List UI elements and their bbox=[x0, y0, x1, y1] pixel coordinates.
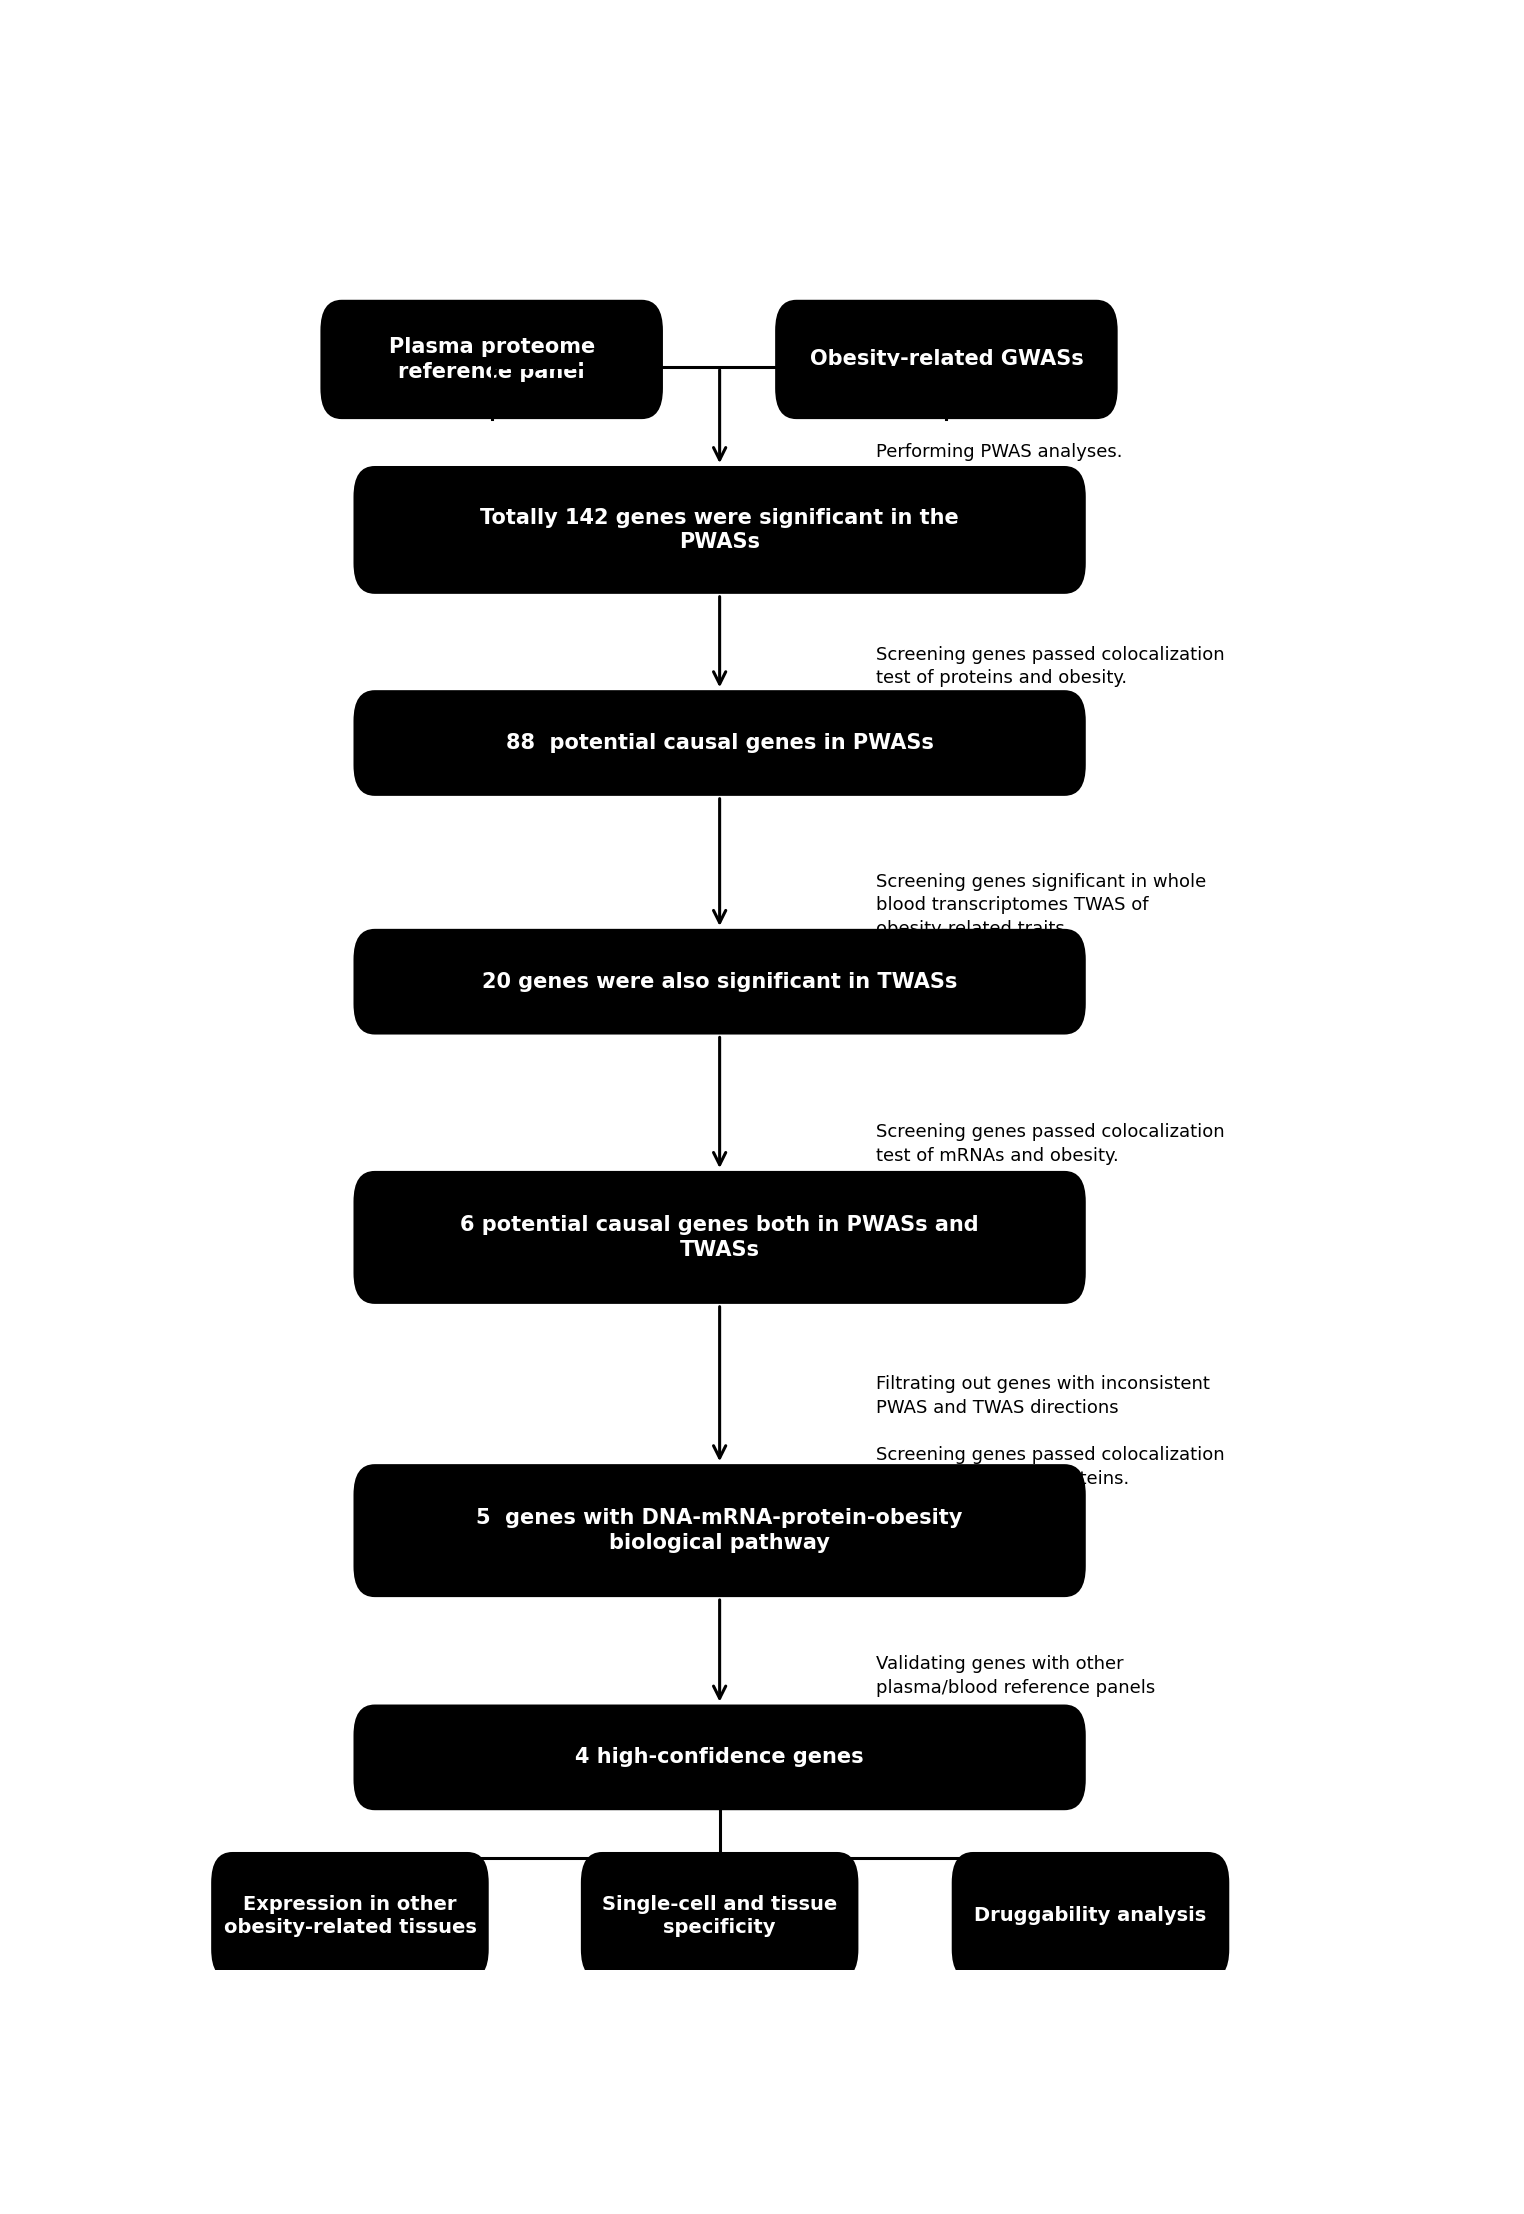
Text: 6 potential causal genes both in PWASs and
TWASs: 6 potential causal genes both in PWASs a… bbox=[460, 1215, 978, 1260]
Text: Screening genes significant in whole
blood transcriptomes TWAS of
obesity-relate: Screening genes significant in whole blo… bbox=[875, 872, 1205, 939]
FancyBboxPatch shape bbox=[212, 1851, 489, 1979]
Text: Validating genes with other
plasma/blood reference panels: Validating genes with other plasma/blood… bbox=[875, 1656, 1155, 1696]
FancyBboxPatch shape bbox=[354, 465, 1085, 593]
FancyBboxPatch shape bbox=[354, 691, 1085, 795]
Text: 5  genes with DNA-mRNA-protein-obesity
biological pathway: 5 genes with DNA-mRNA-protein-obesity bi… bbox=[477, 1508, 963, 1552]
FancyBboxPatch shape bbox=[776, 299, 1117, 418]
FancyBboxPatch shape bbox=[354, 930, 1085, 1034]
Text: Performing PWAS analyses.: Performing PWAS analyses. bbox=[875, 443, 1122, 461]
FancyBboxPatch shape bbox=[354, 1463, 1085, 1596]
FancyBboxPatch shape bbox=[354, 1171, 1085, 1304]
Text: 4 high-confidence genes: 4 high-confidence genes bbox=[576, 1747, 864, 1767]
FancyBboxPatch shape bbox=[320, 299, 663, 418]
Text: Expression in other
obesity-related tissues: Expression in other obesity-related tiss… bbox=[224, 1895, 477, 1937]
Text: Filtrating out genes with inconsistent
PWAS and TWAS directions

Screening genes: Filtrating out genes with inconsistent P… bbox=[875, 1375, 1224, 1488]
Text: Obesity-related GWASs: Obesity-related GWASs bbox=[809, 350, 1084, 370]
Text: 88  potential causal genes in PWASs: 88 potential causal genes in PWASs bbox=[506, 733, 934, 753]
Text: Screening genes passed colocalization
test of mRNAs and obesity.: Screening genes passed colocalization te… bbox=[875, 1122, 1224, 1165]
Text: Druggability analysis: Druggability analysis bbox=[974, 1906, 1207, 1926]
Text: Single-cell and tissue
specificity: Single-cell and tissue specificity bbox=[602, 1895, 837, 1937]
Text: 20 genes were also significant in TWASs: 20 genes were also significant in TWASs bbox=[482, 972, 957, 992]
FancyBboxPatch shape bbox=[951, 1851, 1230, 1979]
FancyBboxPatch shape bbox=[354, 1705, 1085, 1811]
Text: Screening genes passed colocalization
test of proteins and obesity.: Screening genes passed colocalization te… bbox=[875, 646, 1224, 686]
Text: Plasma proteome
reference panel: Plasma proteome reference panel bbox=[389, 337, 594, 381]
FancyBboxPatch shape bbox=[581, 1851, 858, 1979]
Text: Totally 142 genes were significant in the
PWASs: Totally 142 genes were significant in th… bbox=[480, 507, 959, 551]
